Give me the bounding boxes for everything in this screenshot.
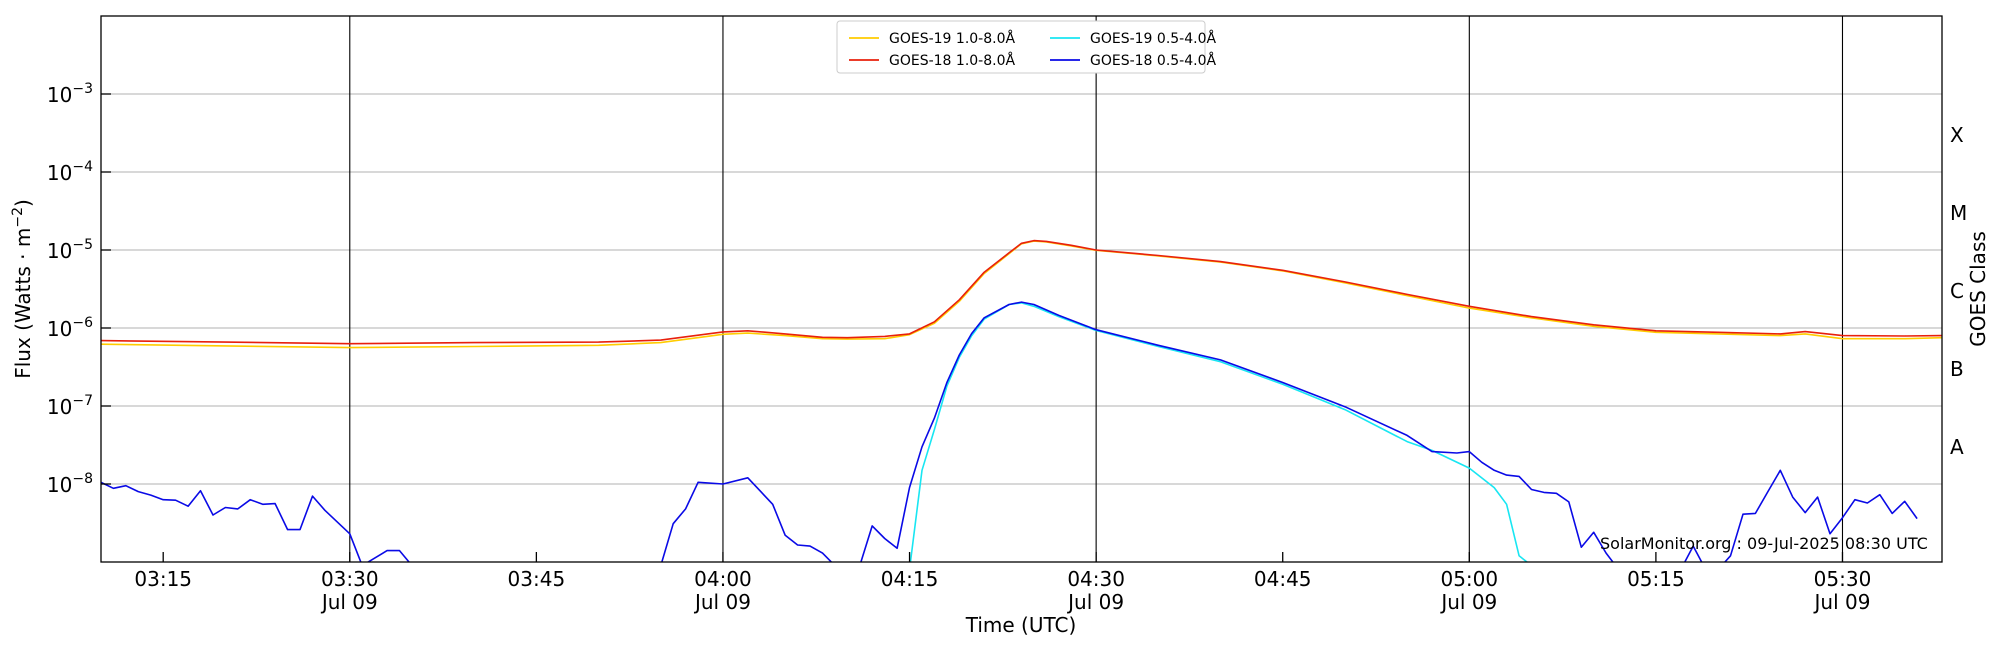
goes-class-label: M: [1950, 201, 1967, 225]
y-axis-label-exponent: −2: [10, 207, 26, 228]
y-tick-exponent: −8: [72, 471, 93, 487]
y-axis-ticks: 10−810−710−610−510−410−3: [47, 81, 111, 497]
x-tick-date-label: Jul 09: [693, 590, 751, 614]
y-tick-base: 10: [47, 83, 72, 107]
series-line-4: [101, 301, 1918, 562]
y-axis-label-close: ): [11, 199, 35, 207]
x-tick-date-label: Jul 09: [1813, 590, 1871, 614]
legend-label: GOES-18 0.5-4.0Å: [1090, 52, 1216, 69]
x-tick-label: 05:30: [1814, 567, 1872, 591]
y-tick-exponent: −5: [72, 237, 93, 253]
x-tick-label: 05:15: [1627, 567, 1685, 591]
x-tick-date-label: Jul 09: [1439, 590, 1497, 614]
y-tick-exponent: −6: [72, 315, 93, 331]
legend: GOES-19 1.0-8.0Å GOES-18 1.0-8.0Å GOES-19 …: [836, 20, 1216, 74]
goes-class-axis-label: GOES Class: [1966, 231, 1990, 347]
goes-class-label: X: [1950, 123, 1964, 147]
goes-class-label: A: [1950, 435, 1964, 459]
y-axis-label: Flux (Watts · m−2): [10, 199, 35, 379]
legend-box: [836, 20, 1206, 74]
x-tick-date-label: Jul 09: [1066, 590, 1124, 614]
plot-frame: [100, 15, 1943, 563]
source-annotation: SolarMonitor.org : 09-Jul-2025 08:30 UTC: [1600, 534, 1928, 553]
x-tick-date-label: Jul 09: [320, 590, 378, 614]
y-tick-label: 10−6: [47, 315, 93, 341]
y-tick-label: 10−7: [47, 393, 93, 419]
y-tick-label: 10−4: [47, 159, 93, 185]
grid-lines: [101, 93, 1942, 485]
legend-label: GOES-19 1.0-8.0Å: [889, 30, 1015, 47]
y-tick-label: 10−3: [47, 81, 93, 107]
y-axis-label-main: Flux (Watts · m: [11, 228, 35, 379]
series-group: [101, 239, 1942, 562]
y-tick-exponent: −7: [72, 393, 93, 409]
y-tick-base: 10: [47, 473, 72, 497]
y-tick-label: 10−8: [47, 471, 93, 497]
x-tick-label: 03:15: [134, 567, 192, 591]
x-axis-label: Time (UTC): [965, 613, 1077, 637]
series-line-2: [101, 239, 1942, 345]
legend-label: GOES-19 0.5-4.0Å: [1090, 30, 1216, 47]
date-vertical-lines: [349, 16, 1844, 562]
x-tick-label: 04:30: [1067, 567, 1125, 591]
y-tick-label: 10−5: [47, 237, 93, 263]
y-tick-base: 10: [47, 395, 72, 419]
x-tick-label: 04:15: [881, 567, 939, 591]
x-tick-label: 04:45: [1254, 567, 1312, 591]
y-tick-exponent: −3: [72, 81, 93, 97]
legend-label: GOES-18 1.0-8.0Å: [889, 52, 1015, 69]
y-tick-base: 10: [47, 239, 72, 263]
goes-class-labels: A B C M X: [1950, 123, 1967, 459]
y-tick-base: 10: [47, 161, 72, 185]
x-tick-label: 03:30: [321, 567, 379, 591]
x-tick-label: 04:00: [694, 567, 752, 591]
y-tick-exponent: −4: [72, 159, 93, 175]
y-tick-base: 10: [47, 317, 72, 341]
goes-class-label: B: [1950, 357, 1964, 381]
x-tick-label: 03:45: [508, 567, 566, 591]
goes-class-label: C: [1950, 279, 1964, 303]
x-tick-label: 05:00: [1440, 567, 1498, 591]
